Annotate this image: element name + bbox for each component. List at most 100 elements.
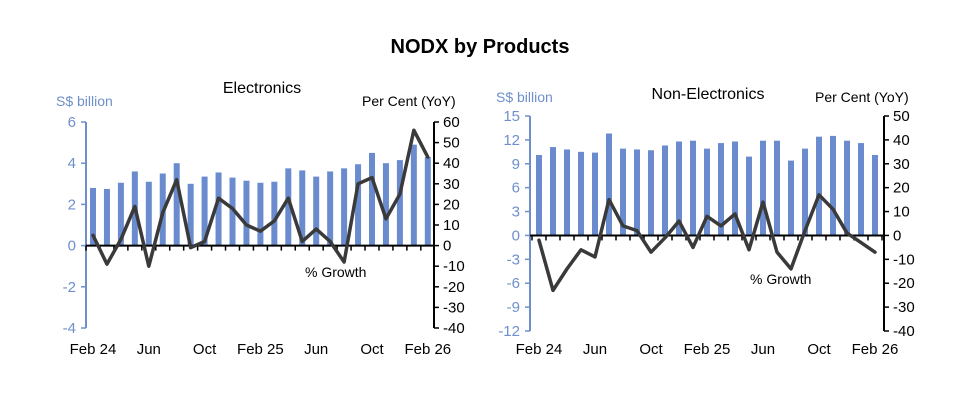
x-tick-label: Oct xyxy=(807,341,831,358)
bar xyxy=(355,164,362,246)
y2-tick-label: 20 xyxy=(443,196,460,213)
y-tick-label: 2 xyxy=(68,196,76,213)
y2-tick-label: 40 xyxy=(893,132,910,149)
main-title: NODX by Products xyxy=(390,36,570,58)
y-tick-label: 0 xyxy=(68,238,76,255)
y-tick-label: -4 xyxy=(63,320,76,337)
bar xyxy=(592,152,598,236)
y-tick-label: -6 xyxy=(507,275,520,292)
bar xyxy=(634,149,640,236)
y2-tick-label: 10 xyxy=(443,217,460,234)
y2-tick-label: -30 xyxy=(443,299,465,316)
bar xyxy=(830,135,836,236)
y-tick-label: 4 xyxy=(68,155,76,172)
bar xyxy=(732,141,738,236)
bar xyxy=(243,180,250,246)
bar xyxy=(396,160,403,246)
bar xyxy=(704,148,710,236)
bar xyxy=(215,172,222,246)
growth-line-label: % Growth xyxy=(750,271,811,287)
y-axis-label: S$ billion xyxy=(496,89,553,105)
y2-tick-label: 0 xyxy=(893,227,901,244)
bar xyxy=(341,168,348,246)
bar xyxy=(410,144,417,246)
x-tick-label: Feb 26 xyxy=(852,341,899,358)
bar xyxy=(816,136,822,236)
y2-tick-label: 20 xyxy=(893,180,910,197)
x-tick-label: Feb 24 xyxy=(70,341,117,358)
bar xyxy=(774,140,780,236)
bar xyxy=(858,143,864,236)
y2-tick-label: 10 xyxy=(893,204,910,221)
bar xyxy=(872,155,878,236)
bar xyxy=(145,181,152,246)
chart-title: Electronics xyxy=(223,80,301,97)
y2-tick-label: -20 xyxy=(443,279,465,296)
bar xyxy=(103,188,110,246)
bar xyxy=(173,163,180,246)
y2-tick-label: 30 xyxy=(893,156,910,173)
y-tick-label: 6 xyxy=(512,180,520,197)
bar xyxy=(187,183,194,246)
y2-tick-label: 50 xyxy=(443,135,460,152)
bar xyxy=(760,140,766,236)
bar xyxy=(257,182,264,246)
y-tick-label: 9 xyxy=(512,156,520,173)
growth-line-label: % Growth xyxy=(305,264,366,280)
bar xyxy=(788,160,794,236)
y2-tick-label: 40 xyxy=(443,155,460,172)
bar xyxy=(662,145,668,236)
x-tick-label: Feb 25 xyxy=(684,341,731,358)
x-tick-label: Oct xyxy=(193,341,217,358)
y2-tick-label: 0 xyxy=(443,238,451,255)
y-tick-label: -12 xyxy=(498,323,520,340)
bar xyxy=(578,151,584,236)
y2-tick-label: 50 xyxy=(893,108,910,125)
y2-tick-label: -10 xyxy=(893,251,915,268)
bar xyxy=(117,182,124,246)
y2-tick-label: 30 xyxy=(443,176,460,193)
bar xyxy=(690,140,696,236)
bar xyxy=(620,148,626,236)
bar xyxy=(299,170,306,246)
bar xyxy=(313,176,320,246)
y-tick-label: 6 xyxy=(68,114,76,131)
x-tick-label: Jun xyxy=(583,341,607,358)
y-tick-label: 0 xyxy=(512,227,520,244)
chart-title: Non-Electronics xyxy=(652,86,765,103)
bar xyxy=(369,152,375,246)
x-tick-label: Feb 24 xyxy=(516,341,563,358)
bar xyxy=(90,187,96,246)
bar xyxy=(746,156,752,236)
x-tick-label: Feb 26 xyxy=(404,341,451,358)
bar xyxy=(802,148,808,236)
y2-tick-label: 60 xyxy=(443,114,460,131)
y-tick-label: -3 xyxy=(507,251,520,268)
bar xyxy=(648,150,654,236)
bar xyxy=(564,149,570,236)
y2-tick-label: -40 xyxy=(443,320,465,337)
x-tick-label: Jun xyxy=(304,341,328,358)
x-tick-label: Jun xyxy=(751,341,775,358)
x-tick-label: Oct xyxy=(639,341,663,358)
bar xyxy=(327,171,334,246)
bar xyxy=(718,143,724,236)
bar xyxy=(550,147,556,236)
y2-tick-label: -30 xyxy=(893,299,915,316)
bar xyxy=(606,133,612,236)
bar xyxy=(536,155,542,236)
y2-tick-label: -40 xyxy=(893,323,915,340)
bar xyxy=(844,140,850,236)
y-tick-label: 15 xyxy=(503,108,520,125)
bar xyxy=(382,163,389,246)
x-tick-label: Jun xyxy=(137,341,161,358)
y-tick-label: 12 xyxy=(503,132,520,149)
bar xyxy=(424,157,431,246)
y-tick-label: -2 xyxy=(63,279,76,296)
x-tick-label: Feb 25 xyxy=(237,341,284,358)
y-tick-label: -9 xyxy=(507,299,520,316)
y-axis-label: S$ billion xyxy=(56,93,113,109)
y2-tick-label: -10 xyxy=(443,258,465,275)
bar xyxy=(285,168,292,246)
